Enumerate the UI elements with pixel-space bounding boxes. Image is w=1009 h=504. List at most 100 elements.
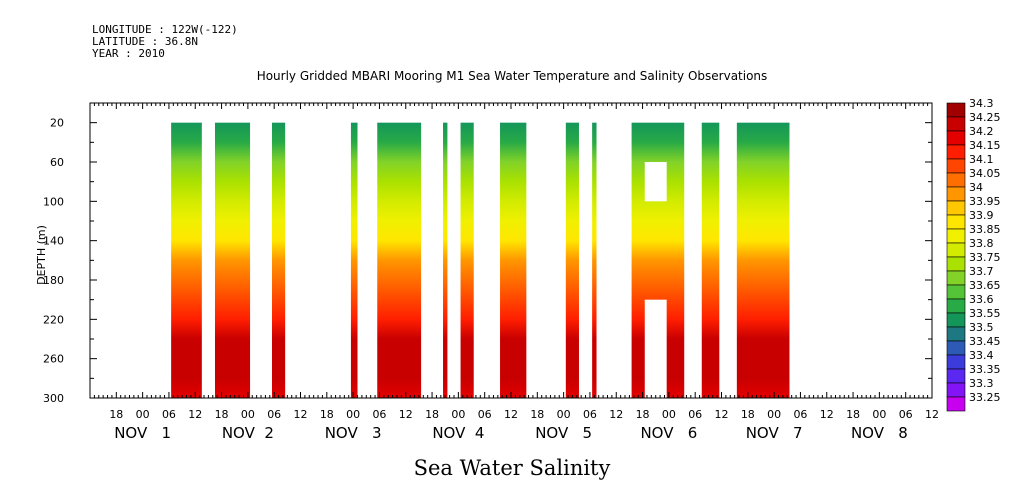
x-day-label: NOV 1 bbox=[114, 424, 171, 442]
x-day-label: NOV 7 bbox=[746, 424, 803, 442]
colorbar-swatch bbox=[946, 368, 966, 384]
colorbar-swatch bbox=[946, 396, 966, 412]
x-hour-label: 00 bbox=[136, 408, 150, 421]
colorbar-label: 33.7 bbox=[969, 265, 994, 278]
x-hour-label: 18 bbox=[741, 408, 755, 421]
longitude-label: LONGITUDE : 122W(-122) bbox=[92, 23, 238, 36]
colorbar-swatch bbox=[946, 298, 966, 314]
colorbar-label: 33.9 bbox=[969, 209, 994, 222]
colorbar-label: 34 bbox=[969, 181, 983, 194]
x-hour-label: 12 bbox=[399, 408, 413, 421]
colorbar-label: 33.25 bbox=[969, 391, 1001, 404]
x-hour-label: 06 bbox=[478, 408, 492, 421]
missing-data-gap bbox=[644, 162, 667, 202]
data-column bbox=[271, 122, 286, 399]
x-hour-label: 00 bbox=[767, 408, 781, 421]
colorbar-label: 34.1 bbox=[969, 153, 994, 166]
plot-fill bbox=[171, 122, 790, 399]
x-hour-label: 00 bbox=[346, 408, 360, 421]
x-day-label: NOV 5 bbox=[535, 424, 592, 442]
colorbar-swatch bbox=[946, 214, 966, 230]
x-hour-label: 12 bbox=[820, 408, 834, 421]
x-hour-label: 18 bbox=[109, 408, 123, 421]
data-column bbox=[565, 122, 579, 399]
x-hour-label: 06 bbox=[267, 408, 281, 421]
data-column bbox=[736, 122, 790, 399]
y-tick-label: 20 bbox=[50, 117, 64, 130]
x-hour-label: 06 bbox=[372, 408, 386, 421]
x-day-label: NOV 3 bbox=[325, 424, 382, 442]
colorbar-label: 34.15 bbox=[969, 139, 1001, 152]
colorbar-swatch bbox=[946, 116, 966, 132]
y-tick-label: 220 bbox=[43, 313, 64, 326]
x-axis: 18 00 06 12 18 00 06 12 18 00 06 12 18 00 06 12 18 00 06 12… bbox=[89, 103, 939, 442]
x-hour-label: 18 bbox=[425, 408, 439, 421]
data-column bbox=[443, 122, 448, 399]
colorbar-swatch bbox=[946, 228, 966, 244]
x-hour-label: 06 bbox=[899, 408, 913, 421]
data-column bbox=[592, 122, 597, 399]
chart-title: Hourly Gridded MBARI Mooring M1 Sea Wate… bbox=[257, 69, 768, 83]
x-hour-label: 18 bbox=[846, 408, 860, 421]
x-hour-label: 06 bbox=[583, 408, 597, 421]
x-hour-label: 12 bbox=[294, 408, 308, 421]
colorbar-label: 33.65 bbox=[969, 279, 1001, 292]
x-hour-label: 06 bbox=[688, 408, 702, 421]
colorbar-label: 33.3 bbox=[969, 377, 994, 390]
colorbar-label: 33.6 bbox=[969, 293, 994, 306]
colorbar-swatch bbox=[946, 312, 966, 328]
x-hour-label: 12 bbox=[715, 408, 729, 421]
x-hour-label: 12 bbox=[925, 408, 939, 421]
colorbar-swatch bbox=[946, 354, 966, 370]
data-column bbox=[377, 122, 422, 399]
colorbar-swatch bbox=[946, 102, 966, 118]
x-hour-label: 12 bbox=[609, 408, 623, 421]
x-hour-label: 12 bbox=[188, 408, 202, 421]
x-hour-label: 18 bbox=[636, 408, 650, 421]
colorbar-swatch bbox=[946, 270, 966, 286]
x-hour-label: 06 bbox=[793, 408, 807, 421]
colorbar-swatch bbox=[946, 144, 966, 160]
colorbar-swatch bbox=[946, 186, 966, 202]
y-tick-label: 260 bbox=[43, 353, 64, 366]
colorbar-label: 33.55 bbox=[969, 307, 1001, 320]
y-tick-label: 300 bbox=[43, 392, 64, 405]
year-label: YEAR : 2010 bbox=[92, 47, 165, 60]
colorbar-swatch bbox=[946, 340, 966, 356]
colorbar-label: 33.4 bbox=[969, 349, 994, 362]
colorbar-label: 33.95 bbox=[969, 195, 1001, 208]
x-hour-label: 00 bbox=[662, 408, 676, 421]
x-hour-label: 06 bbox=[162, 408, 176, 421]
colorbar-swatch bbox=[946, 382, 966, 398]
x-hour-label: 12 bbox=[504, 408, 518, 421]
x-day-label: NOV 6 bbox=[640, 424, 697, 442]
data-column bbox=[460, 122, 474, 399]
colorbar-label: 33.45 bbox=[969, 335, 1001, 348]
colorbar-label: 33.85 bbox=[969, 223, 1001, 236]
colorbar-label: 34.25 bbox=[969, 111, 1001, 124]
colorbar-label: 33.8 bbox=[969, 237, 994, 250]
data-column bbox=[350, 122, 358, 399]
y-tick-label: 100 bbox=[43, 195, 64, 208]
colorbar-label: 34.2 bbox=[969, 125, 994, 138]
colorbar-swatch bbox=[946, 256, 966, 272]
x-axis-label: Sea Water Salinity bbox=[414, 456, 611, 480]
colorbar-swatch bbox=[946, 326, 966, 342]
colorbar-swatch bbox=[946, 284, 966, 300]
y-tick-label: 60 bbox=[50, 156, 64, 169]
y-axis-label: DEPTH (m) bbox=[35, 225, 48, 285]
data-column bbox=[171, 122, 202, 399]
x-hour-label: 00 bbox=[872, 408, 886, 421]
colorbar-label: 33.75 bbox=[969, 251, 1001, 264]
x-hour-label: 00 bbox=[557, 408, 571, 421]
colorbar-swatch bbox=[946, 158, 966, 174]
y-tick-label: 180 bbox=[43, 274, 64, 287]
x-hour-label: 18 bbox=[215, 408, 229, 421]
latitude-label: LATITUDE : 36.8N bbox=[92, 35, 198, 48]
data-column bbox=[701, 122, 720, 399]
colorbar-swatch bbox=[946, 130, 966, 146]
x-day-label: NOV 8 bbox=[851, 424, 908, 442]
colorbar-swatch bbox=[946, 242, 966, 258]
x-hour-label: 18 bbox=[530, 408, 544, 421]
